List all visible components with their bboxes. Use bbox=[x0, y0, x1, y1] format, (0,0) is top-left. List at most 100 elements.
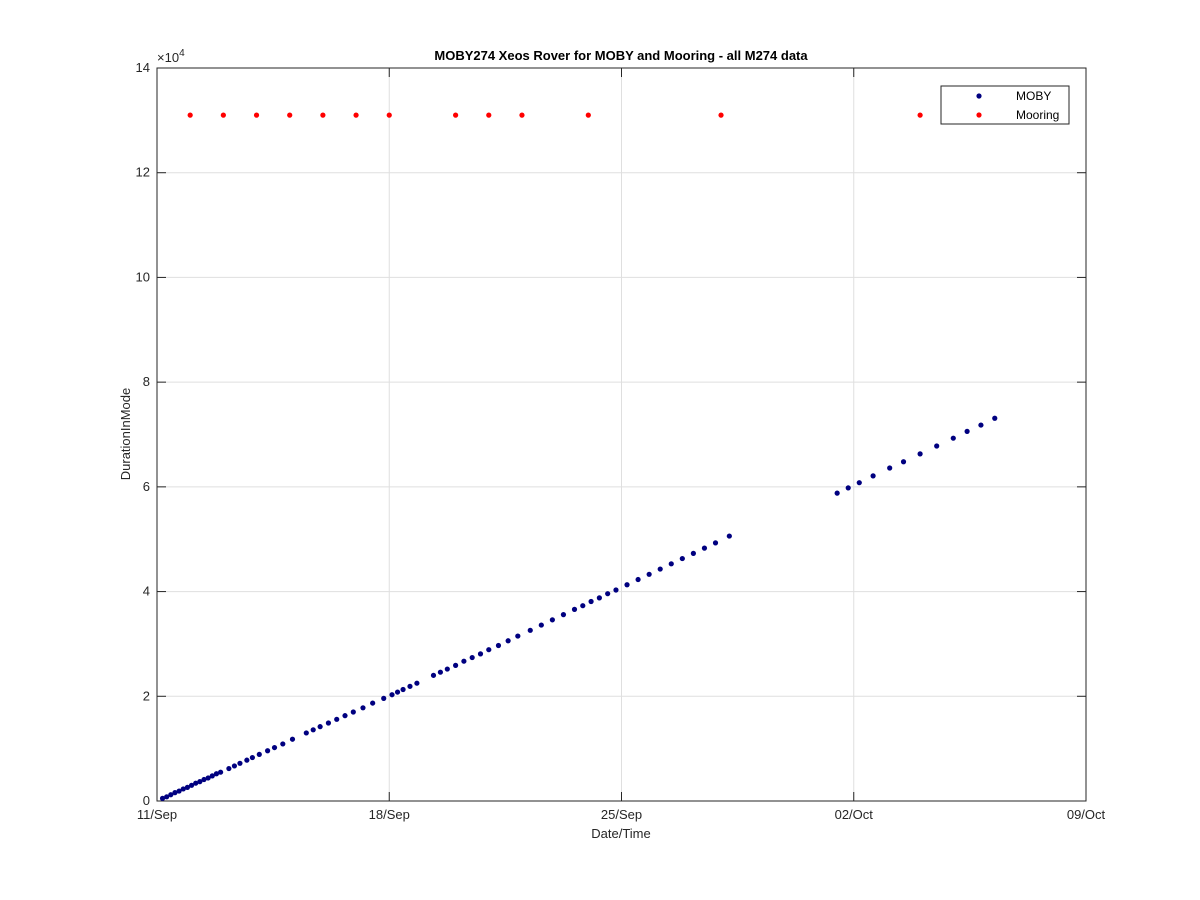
legend: MOBY Mooring bbox=[940, 85, 1070, 125]
x-tick-label: 11/Sep bbox=[137, 807, 177, 822]
y-tick-label: 12 bbox=[136, 165, 150, 180]
data-point-moby bbox=[870, 473, 876, 479]
data-point-mooring bbox=[386, 112, 392, 118]
grid-lines bbox=[157, 68, 1086, 801]
data-point-moby bbox=[249, 754, 255, 761]
data-point-mooring bbox=[917, 112, 923, 118]
data-point-moby bbox=[310, 727, 316, 733]
data-point-moby bbox=[159, 795, 166, 801]
chart-title: MOBY274 Xeos Rover for MOBY and Mooring … bbox=[434, 48, 808, 63]
data-point-moby bbox=[334, 716, 340, 722]
data-point-moby bbox=[495, 642, 502, 649]
data-point-moby bbox=[690, 550, 696, 556]
legend-label-moby: MOBY bbox=[1016, 89, 1051, 103]
data-point-moby bbox=[256, 751, 262, 758]
data-point-mooring bbox=[585, 112, 591, 118]
data-point-moby bbox=[580, 603, 586, 609]
data-point-mooring bbox=[453, 112, 459, 118]
legend-label-mooring: Mooring bbox=[1016, 108, 1059, 122]
data-point-moby bbox=[231, 763, 238, 769]
data-point-moby bbox=[193, 780, 199, 786]
y-tick-label: 6 bbox=[143, 479, 150, 494]
data-point-moby bbox=[887, 465, 893, 471]
data-point-moby bbox=[461, 658, 467, 664]
data-point-moby bbox=[917, 451, 923, 457]
data-point-moby bbox=[381, 695, 387, 701]
data-point-moby bbox=[596, 595, 602, 601]
x-tick-label: 09/Oct bbox=[1067, 807, 1106, 822]
data-point-mooring bbox=[187, 112, 193, 118]
data-point-moby bbox=[172, 790, 178, 796]
data-point-moby bbox=[477, 651, 484, 657]
axis-ticks: 11/Sep 18/Sep 25/Sep 02/Oct 09/Oct 0 2 4 6 8 10 12 1… bbox=[136, 60, 1106, 822]
data-point-moby bbox=[624, 582, 630, 588]
data-point-mooring bbox=[353, 112, 359, 118]
data-point-moby bbox=[400, 686, 406, 693]
data-point-moby bbox=[505, 638, 511, 644]
data-points bbox=[159, 112, 998, 801]
data-point-moby bbox=[176, 788, 182, 794]
data-point-moby bbox=[712, 540, 719, 546]
data-point-mooring bbox=[486, 112, 492, 118]
data-point-moby bbox=[934, 443, 940, 449]
data-point-moby bbox=[527, 627, 533, 633]
data-point-moby bbox=[453, 662, 459, 668]
data-point-moby bbox=[845, 485, 851, 491]
data-point-moby bbox=[469, 654, 475, 661]
x-tick-label: 18/Sep bbox=[369, 807, 410, 822]
data-point-mooring bbox=[320, 112, 326, 118]
data-point-moby bbox=[701, 545, 708, 551]
data-point-moby bbox=[834, 490, 840, 496]
legend-marker-moby bbox=[976, 93, 982, 99]
data-point-moby bbox=[430, 672, 437, 678]
data-point-moby bbox=[237, 760, 243, 766]
data-point-moby bbox=[679, 555, 685, 562]
data-point-moby bbox=[657, 566, 663, 572]
data-point-moby bbox=[588, 598, 594, 605]
data-point-moby bbox=[370, 700, 376, 706]
data-point-moby bbox=[226, 765, 232, 772]
data-point-moby bbox=[325, 720, 332, 726]
data-point-moby bbox=[726, 533, 732, 539]
y-tick-label: 14 bbox=[136, 60, 150, 75]
data-point-moby bbox=[515, 633, 521, 639]
y-tick-label: 8 bbox=[143, 374, 150, 389]
y-axis-label: DurationInMode bbox=[118, 388, 133, 481]
data-point-moby bbox=[992, 415, 998, 421]
data-point-moby bbox=[205, 775, 211, 781]
data-point-mooring bbox=[220, 112, 226, 118]
data-point-moby bbox=[964, 428, 970, 434]
data-point-mooring bbox=[253, 112, 260, 118]
data-point-moby bbox=[668, 561, 674, 567]
data-point-moby bbox=[389, 692, 395, 698]
data-point-moby bbox=[317, 724, 323, 730]
data-point-moby bbox=[444, 666, 450, 672]
data-point-moby bbox=[184, 784, 191, 790]
data-point-moby bbox=[303, 730, 309, 736]
data-point-moby bbox=[605, 591, 611, 597]
data-point-moby bbox=[407, 683, 413, 689]
legend-marker-mooring bbox=[976, 112, 982, 118]
x-tick-label: 02/Oct bbox=[835, 807, 874, 822]
data-point-moby bbox=[635, 576, 641, 583]
data-point-moby bbox=[394, 689, 401, 695]
data-point-moby bbox=[613, 587, 619, 593]
data-point-moby bbox=[538, 622, 544, 628]
data-point-moby bbox=[360, 705, 366, 711]
data-point-moby bbox=[168, 792, 174, 798]
data-point-moby bbox=[978, 422, 984, 428]
data-point-moby bbox=[646, 571, 652, 577]
y-tick-label: 10 bbox=[136, 269, 150, 284]
data-point-moby bbox=[180, 786, 186, 792]
data-point-moby bbox=[856, 480, 862, 486]
data-point-moby bbox=[571, 606, 578, 612]
legend-box bbox=[940, 85, 1070, 125]
data-point-moby bbox=[560, 612, 567, 618]
data-point-moby bbox=[350, 709, 356, 715]
data-point-moby bbox=[900, 459, 907, 465]
data-point-mooring bbox=[718, 112, 724, 118]
data-point-moby bbox=[209, 773, 215, 779]
data-point-moby bbox=[437, 669, 444, 675]
